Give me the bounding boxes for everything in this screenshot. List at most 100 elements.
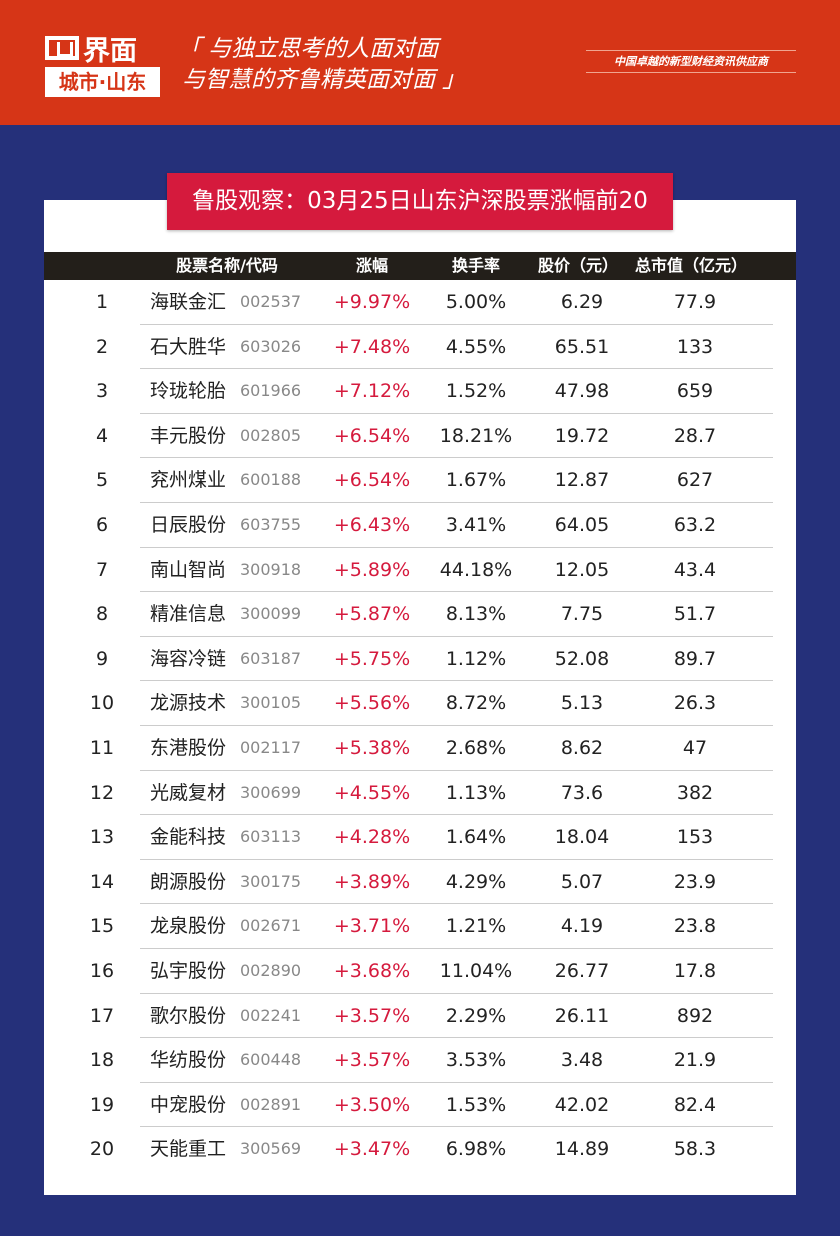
cell-rank: 14	[89, 870, 115, 893]
cell-mcap: 51.7	[673, 603, 717, 626]
cell-change: +5.87%	[333, 603, 411, 626]
cell-turnover: 2.68%	[445, 736, 507, 759]
cell-mcap: 58.3	[673, 1138, 717, 1161]
cell-price: 4.19	[560, 915, 604, 938]
cell-rank: 1	[95, 291, 109, 313]
table-row: 2 石大胜华 603026 +7.48% 4.55% 65.51 133	[44, 325, 796, 370]
header-change: 涨幅	[355, 256, 389, 275]
logo-text: 界面	[83, 35, 137, 67]
cell-mcap: 659	[676, 380, 714, 403]
cell-code: 002891	[240, 1094, 302, 1114]
cell-mcap: 47	[682, 736, 708, 759]
cell-name: 日辰股份	[150, 513, 227, 536]
cell-code: 300699	[240, 782, 302, 802]
cell-price: 26.11	[554, 1004, 610, 1027]
cell-price: 12.05	[554, 558, 610, 581]
cell-name: 海容冷链	[150, 647, 227, 670]
cell-price: 19.72	[554, 424, 610, 447]
cell-rank: 6	[95, 513, 109, 536]
cell-mcap: 17.8	[673, 959, 717, 982]
cell-price: 47.98	[554, 380, 610, 403]
header-name: 股票名称/代码	[176, 256, 278, 275]
cell-name: 海联金汇	[150, 291, 227, 313]
table-row: 7 南山智尚 300918 +5.89% 44.18% 12.05 43.4	[44, 548, 796, 593]
cell-mcap: 23.9	[673, 870, 717, 893]
cell-rank: 17	[89, 1004, 115, 1027]
cell-name: 华纺股份	[150, 1049, 227, 1072]
cell-change: +5.89%	[333, 558, 411, 581]
cell-turnover: 1.12%	[445, 647, 507, 670]
cell-code: 603026	[240, 336, 302, 356]
cell-code: 600188	[240, 470, 302, 490]
logo-city: 城市·山东	[45, 67, 160, 97]
cell-price: 6.29	[560, 291, 604, 313]
cell-rank: 7	[95, 558, 109, 581]
cell-rank: 9	[95, 647, 109, 670]
jiemian-logo: 界面 城市·山东	[45, 33, 160, 97]
header-price: 股价（元）	[537, 256, 619, 275]
cell-mcap: 153	[676, 826, 714, 849]
table-row: 14 朗源股份 300175 +3.89% 4.29% 5.07 23.9	[44, 860, 796, 905]
cell-name: 南山智尚	[150, 558, 227, 581]
cell-code: 002537	[240, 292, 302, 311]
table-row: 1 海联金汇 002537 +9.97% 5.00% 6.29 77.9	[44, 280, 796, 325]
cell-code: 002241	[240, 1005, 302, 1025]
cell-change: +3.50%	[333, 1093, 411, 1116]
cell-code: 002117	[240, 737, 302, 757]
cell-turnover: 2.29%	[445, 1004, 507, 1027]
header-turnover: 换手率	[451, 256, 501, 275]
cell-code: 300569	[240, 1139, 302, 1159]
page-title: 鲁股观察：03月25日山东沪深股票涨幅前20	[167, 173, 673, 230]
cell-mcap: 21.9	[673, 1049, 717, 1072]
table-row: 16 弘宇股份 002890 +3.68% 11.04% 26.77 17.8	[44, 949, 796, 994]
cell-rank: 18	[89, 1049, 115, 1072]
cell-rank: 13	[89, 826, 115, 849]
cell-price: 7.75	[560, 603, 604, 626]
cell-rank: 19	[89, 1093, 115, 1116]
cell-change: +6.54%	[333, 424, 411, 447]
cell-mcap: 89.7	[673, 647, 717, 670]
cell-rank: 3	[95, 380, 109, 403]
cell-change: +3.57%	[333, 1004, 411, 1027]
cell-rank: 12	[89, 781, 115, 804]
cell-rank: 15	[89, 915, 115, 938]
cell-code: 300175	[240, 871, 302, 891]
cell-name: 光威复材	[150, 781, 227, 804]
cell-price: 5.13	[560, 692, 604, 715]
cell-code: 300105	[240, 693, 302, 713]
cell-turnover: 18.21%	[439, 424, 513, 447]
cell-rank: 16	[89, 959, 115, 982]
cell-mcap: 82.4	[673, 1093, 717, 1116]
cell-mcap: 77.9	[673, 291, 717, 313]
table-row: 8 精准信息 300099 +5.87% 8.13% 7.75 51.7	[44, 592, 796, 637]
cell-mcap: 28.7	[673, 424, 717, 447]
cell-code: 002671	[240, 916, 302, 936]
table-row: 13 金能科技 603113 +4.28% 1.64% 18.04 153	[44, 815, 796, 860]
table-row: 9 海容冷链 603187 +5.75% 1.12% 52.08 89.7	[44, 637, 796, 682]
table-row: 20 天能重工 300569 +3.47% 6.98% 14.89 58.3	[44, 1127, 796, 1172]
table-row: 17 歌尔股份 002241 +3.57% 2.29% 26.11 892	[44, 994, 796, 1039]
cell-price: 3.48	[560, 1049, 604, 1072]
cell-name: 石大胜华	[150, 335, 227, 358]
slogan-line1: 「 与独立思考的人面对面	[178, 36, 439, 62]
cell-price: 65.51	[554, 335, 610, 358]
cell-price: 26.77	[554, 959, 610, 982]
cell-turnover: 1.13%	[445, 781, 507, 804]
table-row: 10 龙源技术 300105 +5.56% 8.72% 5.13 26.3	[44, 681, 796, 726]
cell-rank: 11	[89, 736, 115, 759]
table-row: 3 玲珑轮胎 601966 +7.12% 1.52% 47.98 659	[44, 369, 796, 414]
cell-name: 东港股份	[150, 736, 227, 759]
cell-code: 002805	[240, 425, 302, 445]
cell-turnover: 44.18%	[439, 558, 513, 581]
cell-rank: 20	[89, 1138, 115, 1161]
cell-rank: 8	[95, 603, 109, 626]
cell-price: 12.87	[554, 469, 610, 492]
cell-turnover: 6.98%	[445, 1138, 507, 1161]
cell-turnover: 1.67%	[445, 469, 507, 492]
cell-price: 18.04	[554, 826, 610, 849]
cell-turnover: 1.64%	[445, 826, 507, 849]
cell-mcap: 43.4	[673, 558, 717, 581]
cell-change: +3.71%	[333, 915, 411, 938]
header-mcap: 总市值（亿元）	[634, 256, 748, 275]
header-banner: 界面 城市·山东 「 与独立思考的人面对面 与智慧的齐鲁精英面对面 」 中国卓越…	[0, 0, 840, 125]
